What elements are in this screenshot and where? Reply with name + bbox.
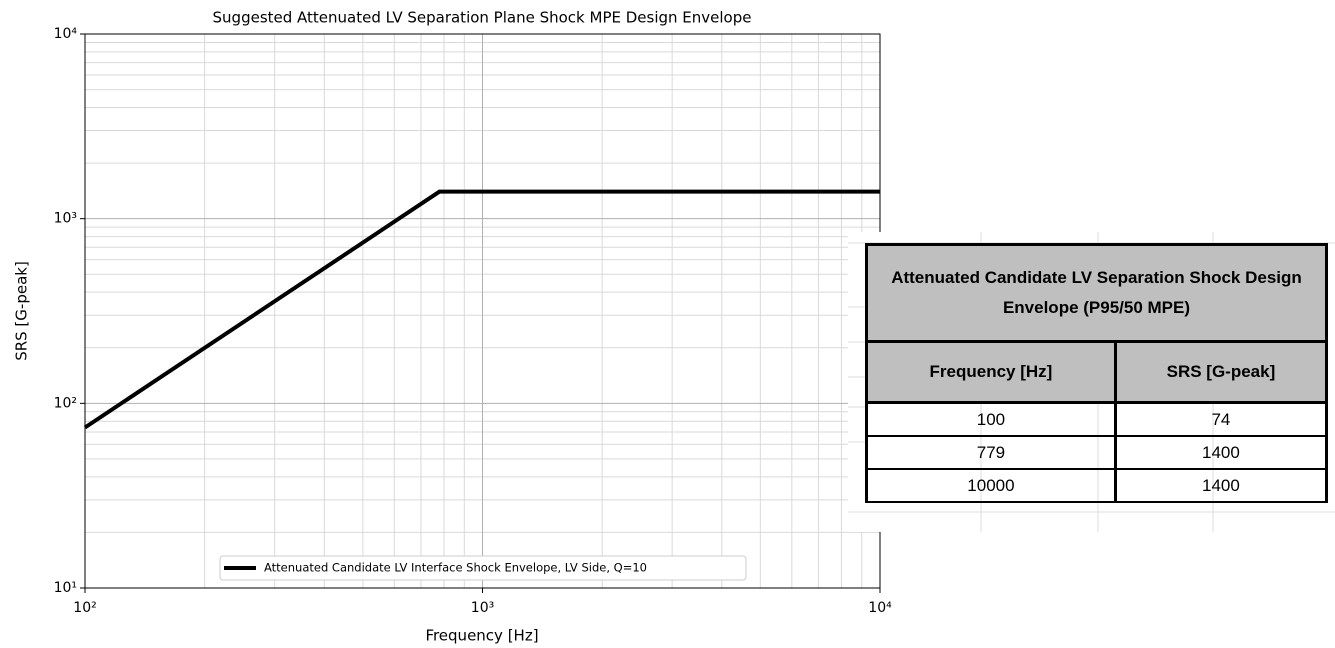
x-tick-label: 10³ [471, 600, 494, 616]
y-tick-label: 10³ [54, 211, 77, 227]
y-axis-label: SRS [G-peak] [13, 261, 31, 361]
y-tick-label: 10² [54, 395, 77, 411]
legend-label: Attenuated Candidate LV Interface Shock … [264, 561, 647, 575]
table-row: 779 1400 [865, 435, 1329, 470]
legend-box [219, 555, 747, 581]
chart-title: Suggested Attenuated LV Separation Plane… [213, 9, 752, 27]
x-tick-label: 10⁴ [868, 600, 892, 616]
x-tick-label: 10² [73, 600, 96, 616]
table-row: 10000 1400 [865, 468, 1329, 503]
table-cell: 779 [865, 435, 1117, 470]
y-tick-label: 10⁴ [54, 26, 78, 42]
table-cell: 10000 [865, 468, 1117, 503]
table-cell: 1400 [1113, 435, 1329, 470]
table-cell: 74 [1113, 401, 1329, 437]
column-header: SRS [G-peak] [1113, 340, 1329, 404]
table-body: 100 74 779 1400 10000 1400 [865, 401, 1329, 503]
table-cell: 100 [865, 401, 1117, 437]
legend: Attenuated Candidate LV Interface Shock … [219, 555, 747, 581]
table-row: 100 74 [865, 401, 1329, 437]
x-axis-label: Frequency [Hz] [425, 627, 538, 645]
series-line [83, 189, 880, 430]
table-title: Attenuated Candidate LV Separation Shock… [865, 243, 1328, 343]
column-header: Frequency [Hz] [865, 340, 1117, 404]
y-tick-label: 10¹ [54, 580, 77, 596]
data-table: Attenuated Candidate LV Separation Shock… [865, 243, 1329, 503]
table-cell: 1400 [1113, 468, 1329, 503]
